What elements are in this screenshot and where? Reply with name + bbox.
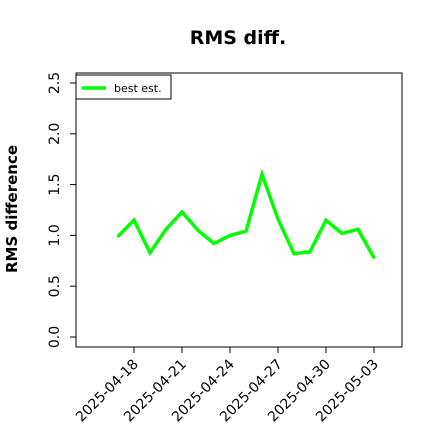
chart-title: RMS diff. xyxy=(190,27,287,49)
y-tick-label: 0.5 xyxy=(47,275,63,297)
x-axis: 2025-04-182025-04-212025-04-242025-04-27… xyxy=(73,346,382,425)
data-point xyxy=(292,252,296,255)
plot-frame xyxy=(75,72,403,348)
data-point xyxy=(324,218,328,222)
data-point xyxy=(372,256,376,259)
y-tick-label: 1.0 xyxy=(47,224,63,246)
data-point xyxy=(308,250,312,253)
y-tick-label: 2.0 xyxy=(47,123,63,145)
data-point xyxy=(180,210,184,214)
data-point xyxy=(276,217,280,221)
y-tick-label: 0.0 xyxy=(47,326,63,348)
legend-label: best est. xyxy=(114,82,162,95)
data-point xyxy=(116,235,120,238)
data-point xyxy=(260,173,264,176)
data-point xyxy=(132,218,136,222)
data-point xyxy=(340,232,344,235)
data-point xyxy=(196,229,200,232)
series-line-best-est xyxy=(116,168,376,259)
y-tick-label: 2.5 xyxy=(47,72,63,94)
series-layer xyxy=(116,168,376,259)
data-point xyxy=(228,234,232,237)
data-point xyxy=(244,230,248,233)
data-point xyxy=(164,228,168,231)
legend: best est. xyxy=(75,74,172,100)
data-point xyxy=(356,228,360,231)
y-tick-label: 1.5 xyxy=(47,173,63,195)
data-point xyxy=(212,242,216,245)
data-point xyxy=(148,251,152,254)
y-axis-label: RMS difference xyxy=(3,145,21,273)
y-axis: 0.0 0.5 1.0 1.5 2.0 2.5 xyxy=(47,72,77,348)
